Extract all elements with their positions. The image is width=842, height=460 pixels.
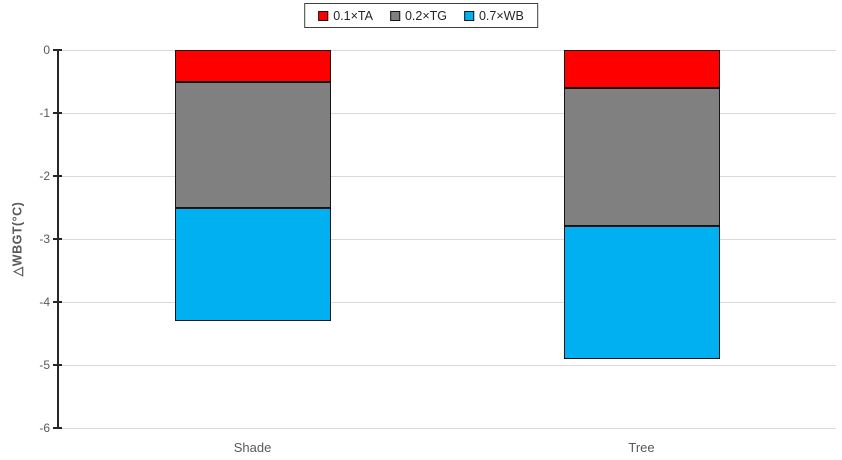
gridline [58, 239, 836, 240]
gridline [58, 113, 836, 114]
legend-item: 0.2×TG [389, 8, 447, 23]
y-tick-label: -1 [39, 106, 50, 120]
bar-segment [174, 207, 331, 321]
bar-segment [563, 50, 720, 88]
gridline [58, 428, 836, 429]
y-tick-mark [53, 112, 62, 114]
gridline [58, 176, 836, 177]
plot-area [58, 50, 836, 429]
legend-item: 0.1×TA [318, 9, 373, 23]
legend-swatch-icon [389, 10, 400, 21]
gridline [58, 302, 836, 303]
y-tick-mark [53, 175, 62, 177]
y-tick-mark [53, 301, 62, 303]
y-tick-label: -3 [39, 232, 50, 246]
y-tick-label: -5 [39, 358, 50, 372]
x-category-label: Tree [628, 440, 655, 455]
legend-swatch-icon [463, 10, 474, 21]
y-tick-mark [53, 427, 62, 429]
y-tick-label: -6 [39, 421, 50, 435]
bar-segment [563, 87, 720, 227]
y-tick-mark [53, 49, 62, 51]
legend-label: 0.2×TG [404, 8, 447, 23]
bar-segment [174, 81, 331, 208]
y-tick-label: -2 [39, 169, 50, 183]
legend-swatch-icon [318, 10, 329, 21]
gridline [58, 365, 836, 366]
bar-segment [563, 226, 720, 359]
legend-label: 0.7×WB [478, 8, 524, 23]
y-tick-label: 0 [43, 43, 50, 57]
bar-segment [174, 50, 331, 82]
legend-label: 0.1×TA [333, 8, 373, 23]
chart-legend: 0.1×TA 0.2×TG 0.7×WB [304, 3, 538, 28]
y-tick-mark [53, 364, 62, 366]
y-tick-label: -4 [39, 295, 50, 309]
legend-item: 0.7×WB [463, 8, 524, 23]
gridline [58, 50, 836, 51]
y-tick-mark [53, 238, 62, 240]
x-category-label: Shade [233, 440, 272, 455]
